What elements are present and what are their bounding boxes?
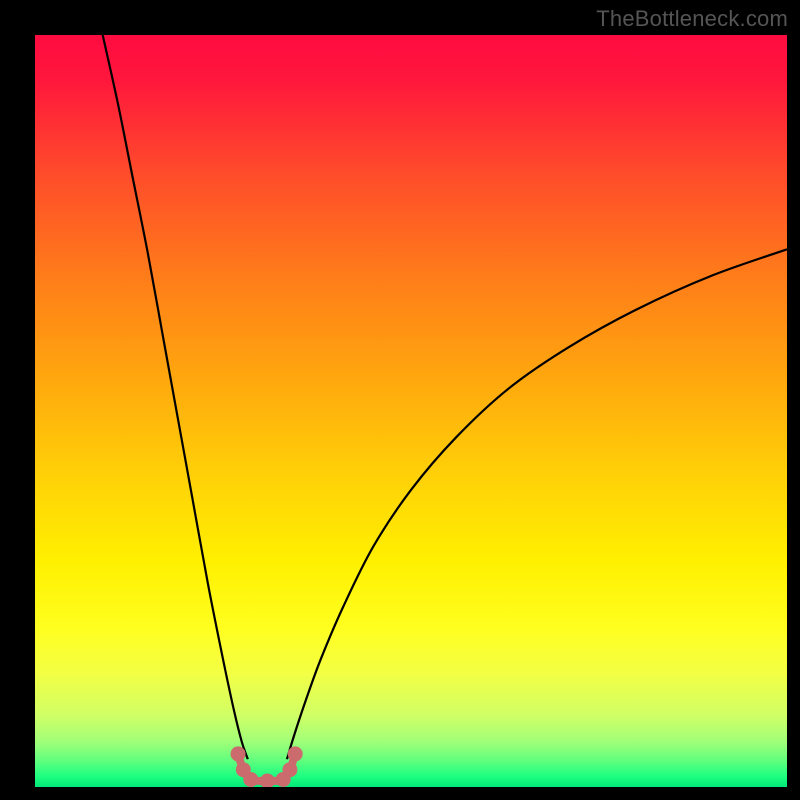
marker-dot xyxy=(260,773,275,787)
curve-layer xyxy=(35,35,787,787)
marker-dot xyxy=(282,762,297,777)
marker-dot xyxy=(288,746,303,761)
watermark-text: TheBottleneck.com xyxy=(596,6,788,32)
marker-dot xyxy=(243,772,258,787)
marker-dot xyxy=(231,746,246,761)
chart-frame: TheBottleneck.com xyxy=(0,0,800,800)
bottleneck-curve xyxy=(103,35,787,759)
bottom-u-marker-dots xyxy=(231,746,303,787)
plot-area xyxy=(35,35,787,787)
